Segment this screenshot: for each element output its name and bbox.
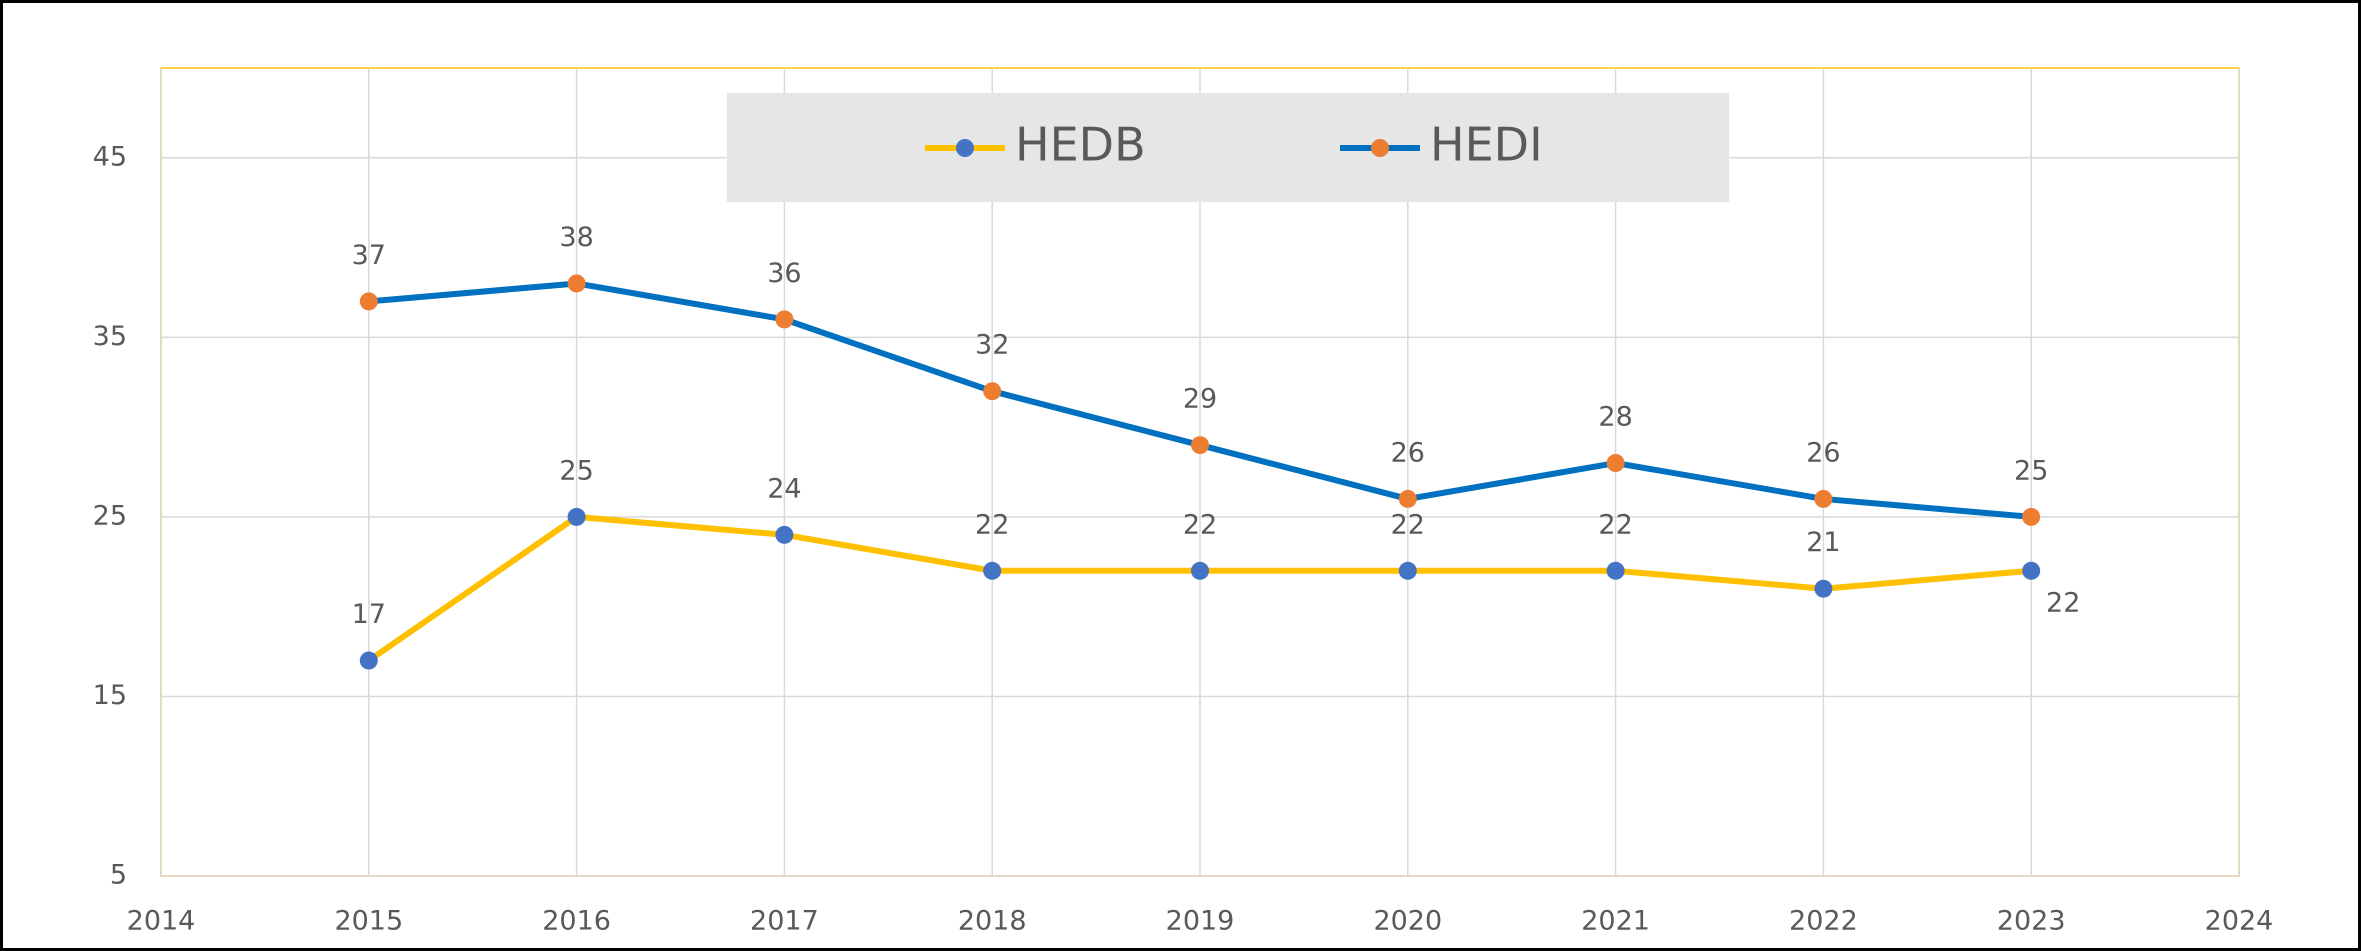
data-label: 25 [2014,455,2048,486]
data-point [1606,561,1625,580]
data-point [775,525,794,544]
x-tick-label: 2015 [334,906,403,937]
data-point [567,274,586,293]
data-label: 37 [352,240,386,271]
data-label: 22 [975,509,1009,540]
data-label: 26 [1391,437,1425,468]
data-point [359,651,378,670]
legend-label: HEDI [1430,118,1543,172]
legend-label: HEDB [1015,118,1146,172]
data-point [2022,561,2041,580]
data-point [1814,579,1833,598]
data-point [2022,507,2041,526]
y-tick-label: 35 [93,321,127,352]
x-tick-label: 2019 [1166,906,1235,937]
data-label: 26 [1806,437,1840,468]
data-label: 28 [1598,402,1632,433]
data-label: 32 [975,330,1009,361]
data-point [775,310,794,329]
data-point [1398,561,1417,580]
y-tick-label: 5 [110,860,127,891]
data-point [567,507,586,526]
legend-box [727,93,1729,202]
data-point [359,292,378,311]
x-tick-label: 2022 [1789,906,1858,937]
data-point [983,382,1002,401]
x-tick-label: 2017 [750,906,819,937]
data-label: 22 [1391,509,1425,540]
data-label: 25 [559,455,593,486]
data-point [1606,454,1625,473]
x-tick-label: 2014 [127,906,196,937]
data-label: 38 [559,222,593,253]
data-point [1191,436,1209,455]
data-label: 36 [767,258,801,289]
data-point [1398,489,1417,508]
data-label: 17 [352,599,386,630]
x-tick-label: 2021 [1581,906,1650,937]
y-tick-label: 15 [93,680,127,711]
x-tick-label: 2023 [1997,906,2066,937]
data-label: 22 [2046,587,2080,618]
data-label: 22 [1183,509,1217,540]
data-label: 24 [767,473,801,504]
x-tick-label: 2024 [2205,906,2274,937]
x-tick-label: 2018 [958,906,1027,937]
data-point [983,561,1002,580]
y-tick-label: 45 [93,141,127,172]
data-label: 21 [1806,527,1840,558]
y-tick-label: 25 [93,500,127,531]
data-label: 22 [1598,509,1632,540]
x-tick-label: 2016 [542,906,611,937]
data-point [1191,561,1209,580]
legend-marker [1371,139,1389,157]
data-point [1814,489,1833,508]
legend-marker [956,139,974,157]
x-tick-label: 2020 [1373,906,1442,937]
data-label: 29 [1183,384,1217,415]
